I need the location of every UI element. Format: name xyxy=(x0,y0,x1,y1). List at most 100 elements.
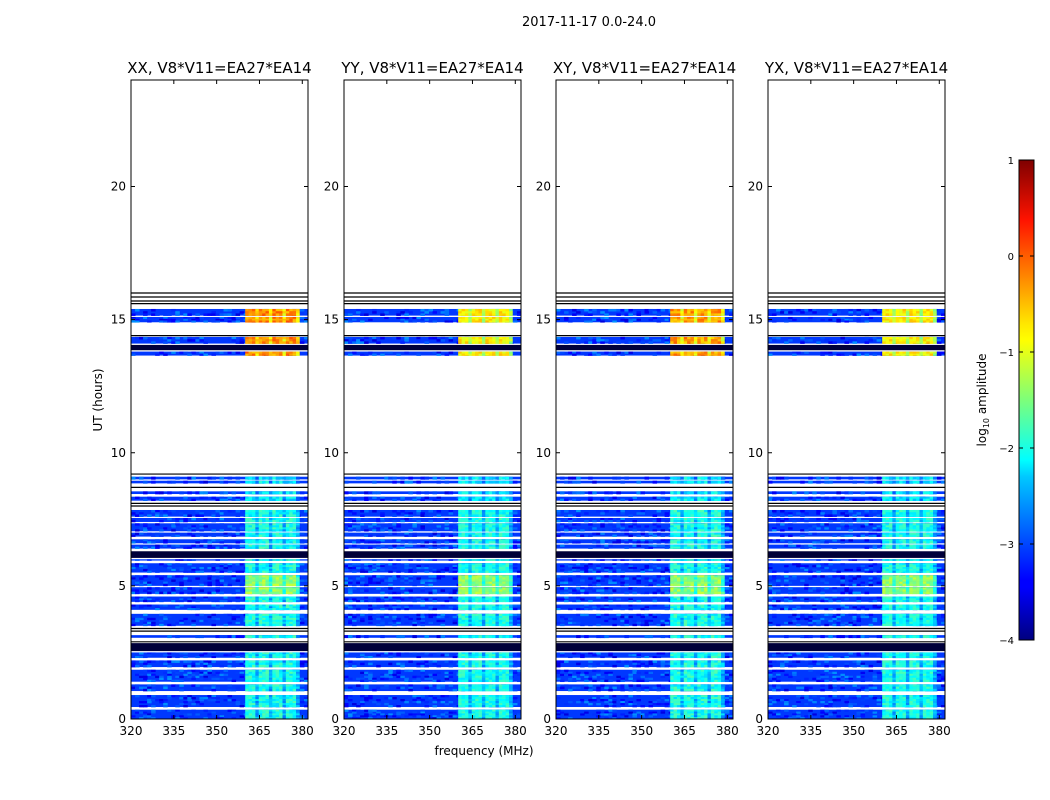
band-cell xyxy=(464,705,469,708)
band-cell xyxy=(505,688,510,692)
noise-cell xyxy=(368,563,373,566)
band-cell xyxy=(272,565,277,568)
noise-cell xyxy=(348,695,353,698)
noise-cell xyxy=(143,711,148,714)
band-cell xyxy=(481,608,486,611)
noise-cell xyxy=(195,570,200,573)
band-cell xyxy=(495,703,500,706)
noise-cell xyxy=(432,517,438,521)
noise-cell xyxy=(131,591,136,595)
noise-cell xyxy=(299,579,305,582)
band-cell xyxy=(275,589,280,592)
noise-cell xyxy=(396,662,401,666)
band-cell xyxy=(475,684,479,687)
noise-cell xyxy=(211,313,216,316)
band-cell xyxy=(471,635,476,639)
band-cell xyxy=(251,498,256,501)
noise-cell xyxy=(187,525,192,528)
noise-cell xyxy=(151,498,156,501)
band-cell xyxy=(485,509,490,513)
band-cell xyxy=(262,339,266,342)
band-cell xyxy=(505,715,510,718)
band-cell xyxy=(498,699,503,702)
band-cell xyxy=(464,621,469,625)
band-cell xyxy=(262,519,266,523)
band-cell xyxy=(458,608,462,611)
noise-cell xyxy=(404,514,409,517)
band-cell xyxy=(481,695,486,698)
noise-cell xyxy=(448,591,454,595)
noise-cell xyxy=(215,517,220,521)
band-cell xyxy=(495,519,500,523)
band-cell xyxy=(258,498,263,501)
noise-cell xyxy=(364,715,369,718)
band-cell xyxy=(245,517,249,521)
band-cell xyxy=(475,600,479,603)
noise-cell xyxy=(239,673,245,677)
noise-cell xyxy=(215,351,220,354)
noise-cell xyxy=(171,623,176,627)
noise-cell xyxy=(203,517,208,521)
band-cell xyxy=(272,575,277,578)
noise-cell xyxy=(440,606,446,609)
band-cell xyxy=(485,621,490,625)
band-cell xyxy=(282,613,287,617)
noise-cell xyxy=(420,579,425,582)
band-cell xyxy=(492,575,496,578)
noise-cell xyxy=(135,336,140,340)
band-cell xyxy=(475,701,479,704)
noise-cell xyxy=(376,544,381,547)
band-cell xyxy=(296,514,300,517)
band-cell xyxy=(279,613,283,617)
noise-cell xyxy=(135,320,140,323)
band-cell xyxy=(285,559,290,561)
noise-cell xyxy=(372,679,377,683)
band-cell xyxy=(296,677,300,681)
band-cell xyxy=(485,546,490,549)
noise-cell xyxy=(444,703,450,706)
noise-cell xyxy=(360,577,365,580)
data-segment xyxy=(131,523,308,532)
band-cell xyxy=(492,579,496,582)
noise-cell xyxy=(211,529,216,532)
band-cell xyxy=(262,539,266,542)
noise-cell xyxy=(147,600,152,603)
noise-cell xyxy=(299,341,305,344)
band-cell xyxy=(464,496,469,499)
noise-cell xyxy=(408,570,413,573)
noise-cell xyxy=(384,701,389,704)
noise-cell xyxy=(211,673,216,677)
noise-cell xyxy=(175,476,180,480)
band-cell xyxy=(255,541,260,544)
noise-cell xyxy=(436,596,442,599)
noise-cell xyxy=(396,523,401,526)
band-cell xyxy=(279,679,283,683)
band-cell xyxy=(268,514,273,517)
band-cell xyxy=(495,717,500,720)
noise-cell xyxy=(231,575,237,578)
band-cell xyxy=(265,660,270,663)
band-cell xyxy=(292,615,297,619)
band-cell xyxy=(279,675,283,679)
band-cell xyxy=(478,713,483,716)
noise-cell xyxy=(231,608,237,611)
band-cell xyxy=(262,341,266,344)
band-cell xyxy=(255,684,260,687)
noise-cell xyxy=(195,669,200,673)
band-cell xyxy=(458,496,462,499)
noise-cell xyxy=(207,546,212,549)
noise-cell xyxy=(163,604,168,607)
band-cell xyxy=(265,600,270,603)
noise-cell xyxy=(151,617,156,621)
band-cell xyxy=(265,577,270,580)
noise-cell xyxy=(211,568,216,571)
band-cell xyxy=(296,534,300,537)
noise-cell xyxy=(360,703,365,706)
noise-cell xyxy=(400,675,405,679)
noise-cell xyxy=(360,695,365,698)
noise-cell xyxy=(392,509,397,513)
band-cell xyxy=(471,703,476,706)
band-cell xyxy=(481,579,486,582)
noise-cell xyxy=(207,517,212,521)
noise-cell xyxy=(420,566,425,570)
